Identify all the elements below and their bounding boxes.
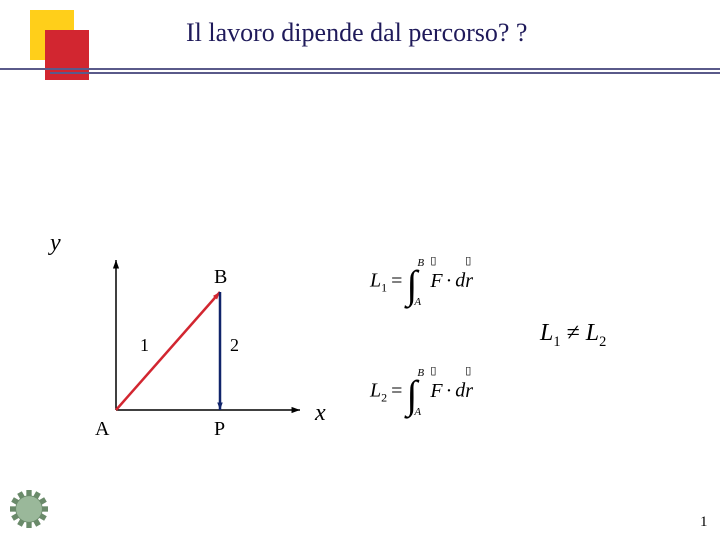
path-label-2: 2 — [230, 335, 239, 356]
title-rule-2 — [50, 72, 720, 74]
title-rule-1 — [0, 68, 720, 70]
page-number: 1 — [700, 514, 708, 531]
path-diagram: y x A B P 1 2 — [70, 260, 300, 430]
point-label-a: A — [95, 418, 109, 441]
formula-neq: L1≠L2 — [540, 320, 606, 351]
formula-l1: L1=∫BA▯F·d▯r — [370, 260, 473, 304]
diagram-svg — [50, 240, 320, 450]
axis-label-y: y — [50, 230, 61, 257]
point-label-b: B — [214, 266, 227, 289]
footer-logo — [10, 490, 48, 533]
slide: Il lavoro dipende dal percorso? ? y x A … — [0, 0, 720, 540]
formula-l2: L2=∫BA▯F·d▯r — [370, 370, 473, 414]
point-label-p: P — [214, 418, 225, 441]
axis-label-x: x — [315, 400, 326, 427]
path-label-1: 1 — [140, 335, 149, 356]
slide-title: Il lavoro dipende dal percorso? ? — [186, 18, 527, 48]
